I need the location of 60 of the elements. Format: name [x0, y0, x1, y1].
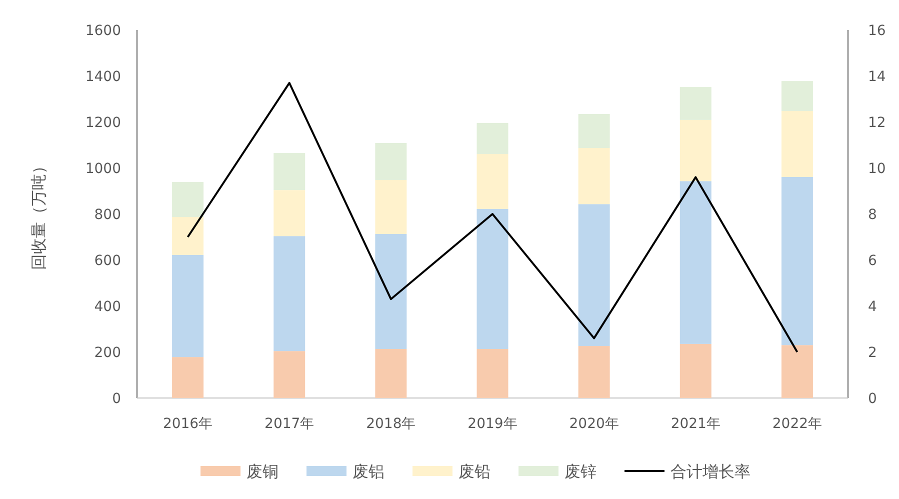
legend-label: 废铜 — [246, 462, 278, 481]
y-axis-title: 回收量（万吨） — [29, 158, 48, 270]
y-tick-label: 1000 — [85, 161, 121, 177]
bar — [375, 142, 407, 180]
y2-tick-label: 10 — [868, 161, 886, 177]
line-series — [186, 82, 798, 353]
y2-tick-label: 6 — [868, 253, 877, 269]
bar — [172, 216, 204, 255]
bar — [476, 122, 508, 154]
bar — [375, 180, 407, 234]
bar — [781, 176, 813, 346]
bar — [274, 153, 306, 190]
bar — [476, 154, 508, 209]
bar — [172, 182, 204, 217]
y-tick-label: 400 — [94, 299, 121, 315]
bar — [274, 190, 306, 236]
x-tick-label: 2018年 — [366, 416, 416, 432]
x-tick-label: 2021年 — [670, 416, 720, 432]
bar — [781, 345, 813, 398]
y-tick-label: 0 — [112, 391, 121, 407]
y-tick-label: 800 — [94, 207, 121, 223]
bar — [578, 114, 610, 148]
bar — [476, 208, 508, 350]
y2-tick-label: 2 — [868, 345, 877, 361]
y-tick-label: 1200 — [85, 115, 121, 131]
bar — [578, 346, 610, 398]
x-tick-label: 2016年 — [162, 416, 213, 432]
bar — [781, 110, 813, 177]
bar — [375, 234, 407, 350]
y2-tick-label: 12 — [868, 115, 886, 131]
y-tick-label: 600 — [94, 253, 121, 269]
bar — [680, 181, 712, 344]
x-tick-label: 2017年 — [264, 416, 314, 432]
bar — [680, 344, 712, 398]
legend-label: 废铝 — [352, 462, 384, 481]
legend-label: 合计增长率 — [670, 462, 750, 481]
x-tick-label: 2022年 — [772, 416, 822, 432]
y2-tick-label: 0 — [868, 391, 877, 407]
bar — [578, 148, 610, 204]
bar — [172, 254, 204, 358]
bar — [578, 204, 610, 346]
bar — [274, 236, 306, 352]
bar — [172, 357, 204, 398]
y-tick-label: 1600 — [85, 23, 121, 39]
y2-tick-label: 16 — [868, 23, 886, 39]
bar — [274, 351, 306, 398]
legend-label: 废铅 — [458, 462, 490, 481]
bar — [476, 349, 508, 398]
y-tick-label: 1400 — [85, 69, 121, 85]
x-tick-label: 2020年 — [569, 416, 619, 432]
y2-tick-label: 14 — [868, 69, 886, 85]
bar — [680, 120, 712, 182]
y-tick-label: 200 — [94, 345, 121, 361]
bar — [781, 81, 813, 111]
y2-tick-label: 4 — [868, 299, 877, 315]
bar — [375, 349, 407, 398]
x-tick-label: 2019年 — [468, 416, 518, 432]
legend-label: 废锌 — [564, 462, 596, 481]
y2-tick-label: 8 — [868, 207, 877, 223]
bar — [680, 87, 712, 120]
